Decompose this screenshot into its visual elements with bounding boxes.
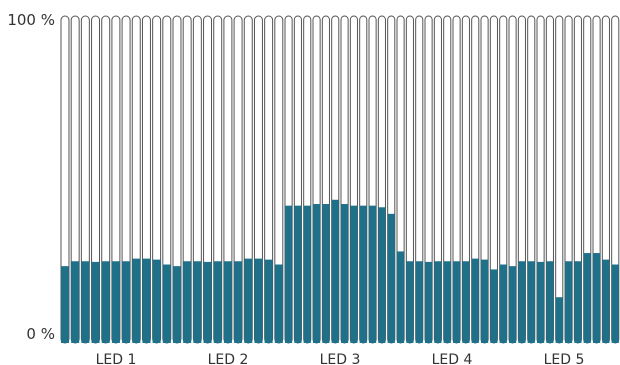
bar-fill [132,258,141,343]
bar-fill [453,261,461,343]
bar-fill [555,297,563,343]
bar-fill [223,261,232,343]
bar-fill [378,207,386,343]
y-tick-min: 0 % [26,325,55,343]
bar-fill [213,261,222,343]
bar-fill [264,259,273,343]
bar-fill [294,205,302,343]
bar-fill [527,261,535,343]
x-group-label: LED 2 [208,352,249,365]
bar-fill [471,258,479,343]
bar-fill [61,266,69,343]
bar-fill [341,204,349,343]
bar-fill [122,261,131,343]
bar-fill [142,258,151,343]
bar-fill [537,261,545,343]
bar-fill [313,204,321,343]
bar-fill [203,261,212,343]
bar-fill [509,266,517,343]
bar-fill [183,261,192,343]
bar-fill [285,205,293,343]
bar-fill [415,261,423,343]
bars-layer [60,15,620,344]
bar-fill [546,261,554,343]
bar-fill [397,251,405,343]
bar-fill [443,261,451,343]
bar-fill [574,261,582,343]
bar-fill [406,261,414,343]
y-tick-max: 100 % [7,11,55,29]
bar-fill [350,205,358,343]
bar-fill [254,258,263,343]
bar-fill [101,261,110,343]
bar-fill [481,259,489,343]
bar-outline [555,15,564,344]
bar-fill [611,264,619,343]
bar-fill [369,205,377,343]
bar-fill [425,261,433,343]
x-group-label: LED 3 [320,352,361,365]
bar-fill [602,259,610,343]
bar-fill [499,264,507,343]
x-labels-layer: LED 1 LED 2 LED 3 LED 4 LED 5 [96,352,585,365]
bar-fill [387,213,395,343]
bar-fill [322,204,330,343]
bar-fill [81,261,90,343]
bar-fill [111,261,120,343]
bar-fill [193,261,202,343]
bar-fill [583,253,591,343]
x-group-label: LED 5 [544,352,585,365]
bar-fill [518,261,526,343]
bar-fill [303,205,311,343]
x-group-label: LED 4 [432,352,473,365]
bar-fill [593,253,601,343]
bar-fill [462,261,470,343]
bar-fill [434,261,442,343]
bar-fill [173,266,181,343]
x-group-label: LED 1 [96,352,137,365]
bar-fill [244,258,253,343]
bar-fill [152,259,161,343]
bar-fill [331,199,339,343]
bar-fill [234,261,243,343]
bar-fill [162,264,171,343]
bar-fill [565,261,573,343]
bar-fill [274,264,283,343]
bar-fill [71,261,80,343]
bar-fill [490,269,498,343]
bar-fill [359,205,367,343]
bar-fill [91,261,100,343]
